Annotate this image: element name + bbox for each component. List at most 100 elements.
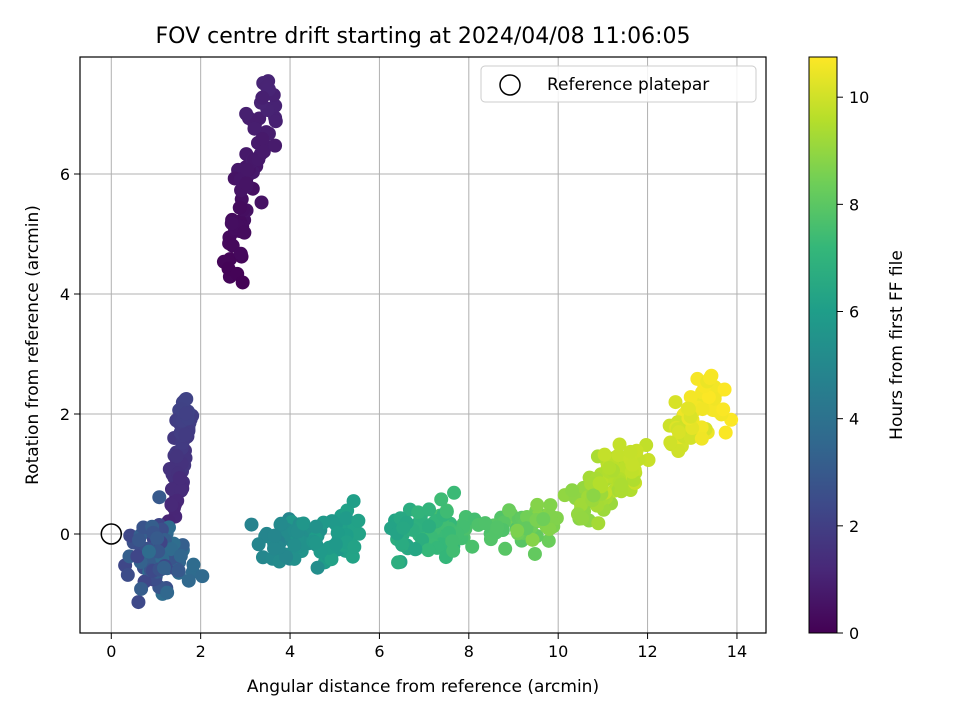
colorbar-label: Hours from first FF file <box>887 250 907 440</box>
data-point <box>465 539 480 554</box>
y-tick-label: 2 <box>60 405 70 424</box>
x-tick-label: 14 <box>727 642 747 661</box>
data-point <box>490 520 505 535</box>
data-point <box>422 519 437 534</box>
data-point <box>256 144 271 159</box>
data-point <box>597 447 612 462</box>
data-point <box>267 541 282 556</box>
data-point <box>347 539 362 554</box>
data-point <box>439 504 454 519</box>
x-tick-label: 2 <box>196 642 206 661</box>
plot-frame <box>79 56 767 634</box>
data-point <box>150 531 165 546</box>
data-point <box>541 533 556 548</box>
colorbar-ticks: 0 2 4 6 8 10 <box>837 88 869 643</box>
data-point <box>179 406 194 421</box>
data-point <box>152 490 167 505</box>
colorbar-tick-label: 10 <box>849 88 869 107</box>
data-point <box>683 390 698 405</box>
data-point <box>717 382 732 397</box>
x-tick-label: 10 <box>548 642 568 661</box>
x-axis-ticks: 0 2 4 6 8 10 12 14 <box>106 633 747 661</box>
y-axis-ticks: 0 2 4 6 <box>60 165 80 544</box>
data-point <box>391 555 406 570</box>
data-point <box>536 512 551 527</box>
data-point <box>614 477 629 492</box>
data-point <box>565 483 580 498</box>
data-point <box>352 526 367 541</box>
data-points <box>118 74 739 610</box>
data-point <box>237 225 252 240</box>
data-point <box>592 476 607 491</box>
data-point <box>239 176 254 191</box>
data-point <box>141 544 156 559</box>
data-point <box>591 516 606 531</box>
data-point <box>703 371 718 386</box>
data-point <box>255 132 270 147</box>
data-point <box>186 557 201 572</box>
data-point <box>498 541 513 556</box>
data-point <box>671 425 686 440</box>
data-point <box>330 525 345 540</box>
data-point <box>575 511 590 526</box>
data-point <box>160 585 175 600</box>
data-point <box>134 581 149 596</box>
legend: Reference platepar <box>480 65 757 103</box>
data-point <box>502 503 517 518</box>
data-point <box>625 457 640 472</box>
reference-platepar-marker <box>100 523 123 545</box>
data-point <box>308 535 323 550</box>
data-point <box>641 453 656 468</box>
data-point <box>273 516 288 531</box>
data-point <box>308 519 323 534</box>
data-point <box>695 402 710 417</box>
legend-box <box>480 65 757 103</box>
data-point <box>310 560 325 575</box>
data-point <box>681 401 696 416</box>
data-point <box>421 502 436 517</box>
data-point <box>611 448 626 463</box>
data-point <box>623 444 638 459</box>
data-point <box>447 485 462 500</box>
data-point <box>328 537 343 552</box>
data-point <box>251 537 266 552</box>
data-point <box>171 563 186 578</box>
x-tick-label: 0 <box>106 642 116 661</box>
data-point <box>612 437 627 452</box>
data-point <box>718 425 733 440</box>
data-point <box>178 427 193 442</box>
data-point <box>268 138 283 153</box>
data-point <box>668 395 683 410</box>
data-point <box>156 560 171 575</box>
data-point <box>602 460 617 475</box>
data-point <box>247 121 262 136</box>
data-point <box>163 542 178 557</box>
data-point <box>408 542 423 557</box>
data-point <box>396 520 411 535</box>
data-point <box>411 505 426 520</box>
data-point <box>296 516 311 531</box>
data-point <box>543 498 558 513</box>
data-point <box>351 513 366 528</box>
y-tick-label: 6 <box>60 165 70 184</box>
x-tick-label: 4 <box>285 642 295 661</box>
x-tick-label: 6 <box>374 642 384 661</box>
colorbar-tick-label: 4 <box>849 410 859 429</box>
data-point <box>478 516 493 531</box>
data-point <box>663 435 678 450</box>
legend-reference-marker <box>499 74 521 96</box>
data-point <box>287 538 302 553</box>
colorbar <box>808 56 838 634</box>
data-point <box>346 494 361 509</box>
data-point <box>132 533 147 548</box>
data-point <box>233 246 248 261</box>
data-point <box>586 488 601 503</box>
data-point <box>239 106 254 121</box>
data-point <box>339 511 354 526</box>
data-point <box>164 497 179 512</box>
data-point <box>255 90 270 105</box>
data-point <box>240 162 255 177</box>
colorbar-tick-label: 6 <box>849 303 859 322</box>
legend-reference-label: Reference platepar <box>547 75 709 95</box>
data-point <box>235 275 250 290</box>
